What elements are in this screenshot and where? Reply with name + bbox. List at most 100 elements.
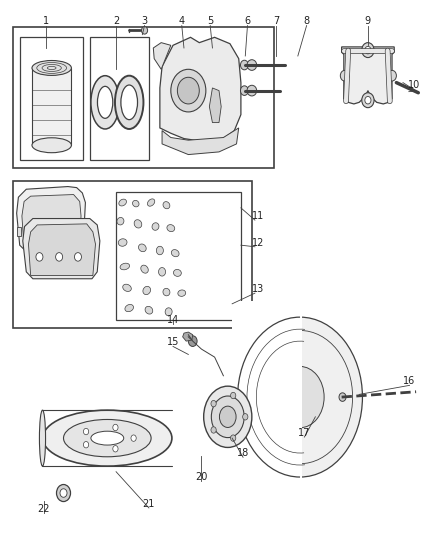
Circle shape	[83, 441, 88, 448]
Ellipse shape	[152, 223, 159, 230]
Circle shape	[362, 43, 374, 58]
Circle shape	[230, 435, 236, 441]
Polygon shape	[183, 332, 193, 341]
Bar	[20, 37, 83, 160]
Text: 6: 6	[244, 17, 251, 26]
Circle shape	[60, 489, 67, 497]
Ellipse shape	[211, 396, 244, 438]
Text: 17: 17	[298, 428, 311, 438]
Ellipse shape	[134, 220, 142, 228]
Circle shape	[243, 414, 248, 420]
Circle shape	[171, 69, 206, 112]
Text: 10: 10	[408, 80, 420, 90]
Ellipse shape	[119, 199, 127, 206]
Bar	[32, 68, 71, 145]
Ellipse shape	[91, 76, 119, 129]
Text: 3: 3	[141, 17, 148, 26]
Polygon shape	[78, 227, 82, 236]
Circle shape	[141, 27, 148, 34]
Polygon shape	[23, 219, 100, 279]
Circle shape	[211, 427, 216, 433]
Circle shape	[230, 392, 236, 399]
Polygon shape	[160, 37, 241, 141]
Text: 13: 13	[252, 284, 265, 294]
Text: 2: 2	[113, 17, 119, 26]
Ellipse shape	[238, 317, 363, 477]
Polygon shape	[22, 195, 81, 248]
Ellipse shape	[167, 224, 175, 232]
Text: 14: 14	[167, 315, 179, 325]
Ellipse shape	[91, 431, 124, 445]
Ellipse shape	[276, 367, 324, 427]
Circle shape	[365, 46, 371, 54]
Ellipse shape	[148, 199, 155, 206]
Circle shape	[56, 253, 63, 261]
Ellipse shape	[171, 249, 179, 257]
Ellipse shape	[156, 246, 163, 255]
Text: 1: 1	[43, 17, 49, 26]
Polygon shape	[28, 224, 95, 276]
Circle shape	[131, 435, 136, 441]
Text: 12: 12	[252, 238, 265, 247]
Polygon shape	[17, 227, 21, 236]
Text: 5: 5	[207, 17, 213, 26]
Polygon shape	[17, 187, 85, 252]
Text: 16: 16	[403, 376, 416, 386]
Ellipse shape	[123, 284, 131, 292]
Ellipse shape	[125, 304, 134, 312]
Polygon shape	[162, 128, 239, 155]
Ellipse shape	[117, 217, 124, 225]
Ellipse shape	[121, 85, 138, 120]
Text: 11: 11	[252, 211, 265, 221]
Ellipse shape	[219, 406, 236, 427]
Ellipse shape	[118, 239, 127, 246]
Circle shape	[362, 93, 374, 108]
Ellipse shape	[97, 86, 113, 118]
Ellipse shape	[39, 410, 46, 466]
Text: 20: 20	[195, 472, 208, 482]
Bar	[90, 37, 149, 160]
Ellipse shape	[141, 265, 148, 273]
Circle shape	[36, 253, 43, 261]
Ellipse shape	[247, 85, 257, 96]
Bar	[13, 181, 252, 328]
Ellipse shape	[173, 269, 181, 277]
Circle shape	[188, 336, 197, 346]
Circle shape	[113, 446, 118, 452]
Circle shape	[339, 393, 346, 401]
Ellipse shape	[247, 60, 257, 70]
Circle shape	[57, 484, 71, 502]
Circle shape	[240, 86, 248, 95]
Ellipse shape	[163, 201, 170, 209]
Circle shape	[47, 225, 54, 233]
Circle shape	[177, 77, 199, 104]
Ellipse shape	[115, 76, 143, 129]
Circle shape	[340, 70, 349, 81]
Circle shape	[83, 429, 88, 435]
Circle shape	[29, 225, 36, 233]
Ellipse shape	[43, 410, 172, 466]
Circle shape	[365, 96, 371, 104]
Polygon shape	[342, 47, 394, 104]
Ellipse shape	[145, 306, 153, 314]
Ellipse shape	[133, 200, 139, 207]
Ellipse shape	[138, 244, 146, 252]
Text: 8: 8	[304, 17, 310, 26]
Text: 7: 7	[273, 17, 279, 26]
Polygon shape	[153, 43, 171, 69]
Circle shape	[113, 424, 118, 431]
Ellipse shape	[120, 263, 130, 270]
Polygon shape	[209, 88, 221, 123]
Circle shape	[388, 70, 396, 81]
Ellipse shape	[165, 308, 172, 316]
Text: 9: 9	[365, 17, 371, 26]
Circle shape	[240, 60, 248, 70]
Text: 18: 18	[237, 448, 249, 458]
Ellipse shape	[32, 138, 71, 153]
Ellipse shape	[32, 60, 71, 75]
Ellipse shape	[163, 288, 170, 296]
Circle shape	[74, 253, 81, 261]
Polygon shape	[232, 301, 302, 493]
Ellipse shape	[204, 386, 252, 448]
Text: 22: 22	[38, 504, 50, 514]
